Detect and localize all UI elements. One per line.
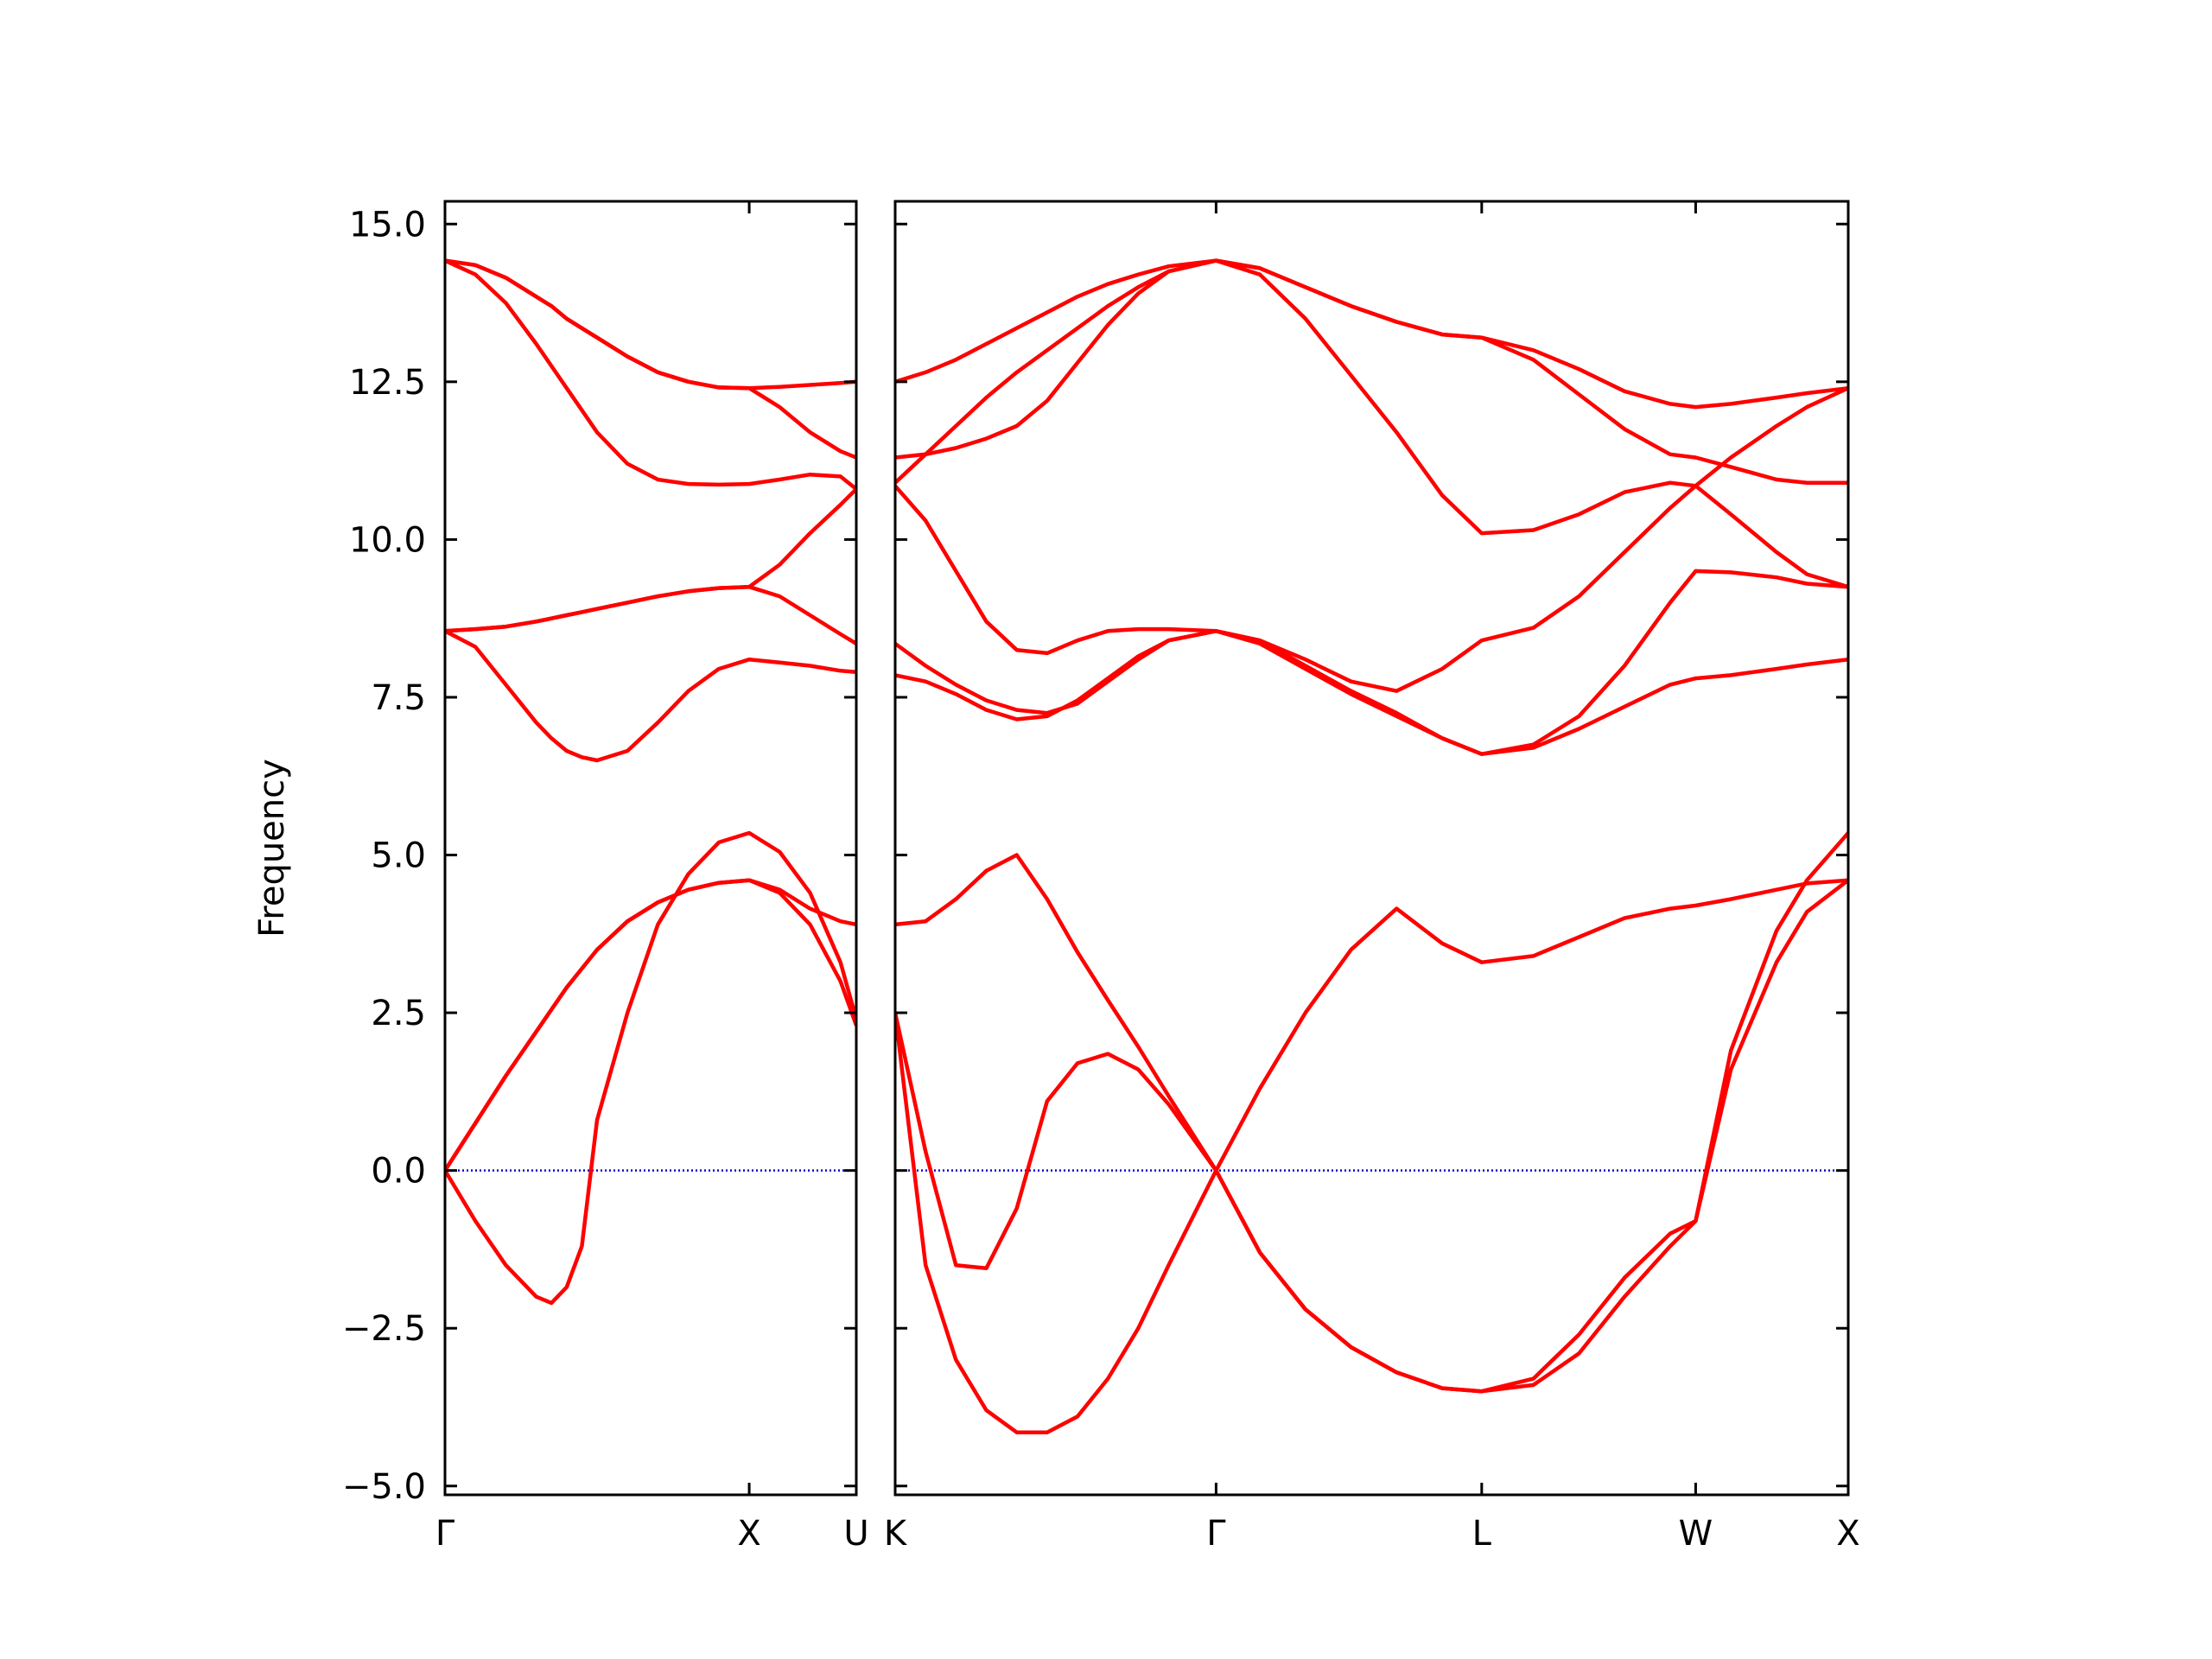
y-tick-label: −5.0 bbox=[342, 1467, 426, 1507]
x-tick-label: K bbox=[884, 1514, 908, 1554]
band-line bbox=[445, 258, 856, 491]
band-line bbox=[445, 878, 856, 1172]
y-tick-label: 7.5 bbox=[371, 678, 426, 718]
y-tick-label: −2.5 bbox=[342, 1309, 426, 1349]
band-line bbox=[895, 629, 1848, 756]
x-tick-label: U bbox=[843, 1514, 868, 1554]
band-line bbox=[895, 386, 1848, 693]
band-line bbox=[445, 584, 856, 645]
band-line bbox=[895, 853, 1848, 1173]
band-line bbox=[895, 569, 1848, 756]
y-tick-label: 2.5 bbox=[371, 994, 426, 1033]
band-line bbox=[895, 258, 1848, 589]
x-tick-label: L bbox=[1472, 1514, 1492, 1554]
x-tick-label: Γ bbox=[435, 1514, 455, 1554]
axes-frame bbox=[893, 200, 1850, 1497]
x-tick-label: X bbox=[737, 1514, 760, 1554]
band-line bbox=[445, 258, 856, 460]
x-tick-label: W bbox=[1679, 1514, 1713, 1554]
y-axis-label: Frequency bbox=[252, 759, 292, 938]
band-line bbox=[445, 878, 856, 1172]
y-tick-label: 0.0 bbox=[371, 1152, 426, 1192]
x-tick-label: Γ bbox=[1206, 1514, 1226, 1554]
band-line bbox=[445, 830, 856, 1306]
band-line bbox=[895, 878, 1848, 1394]
plot-area bbox=[445, 258, 856, 1306]
band-line bbox=[445, 487, 856, 633]
plot-area bbox=[895, 258, 1848, 1434]
x-tick-label: X bbox=[1836, 1514, 1859, 1554]
band-line bbox=[895, 258, 1848, 485]
y-tick-label: 15.0 bbox=[349, 205, 426, 245]
y-tick-label: 5.0 bbox=[371, 836, 426, 876]
y-tick-label: 10.0 bbox=[349, 520, 426, 560]
band-line bbox=[445, 629, 856, 763]
y-tick-label: 12.5 bbox=[349, 363, 426, 403]
band-line bbox=[895, 258, 1848, 410]
axes-frame bbox=[443, 200, 858, 1497]
